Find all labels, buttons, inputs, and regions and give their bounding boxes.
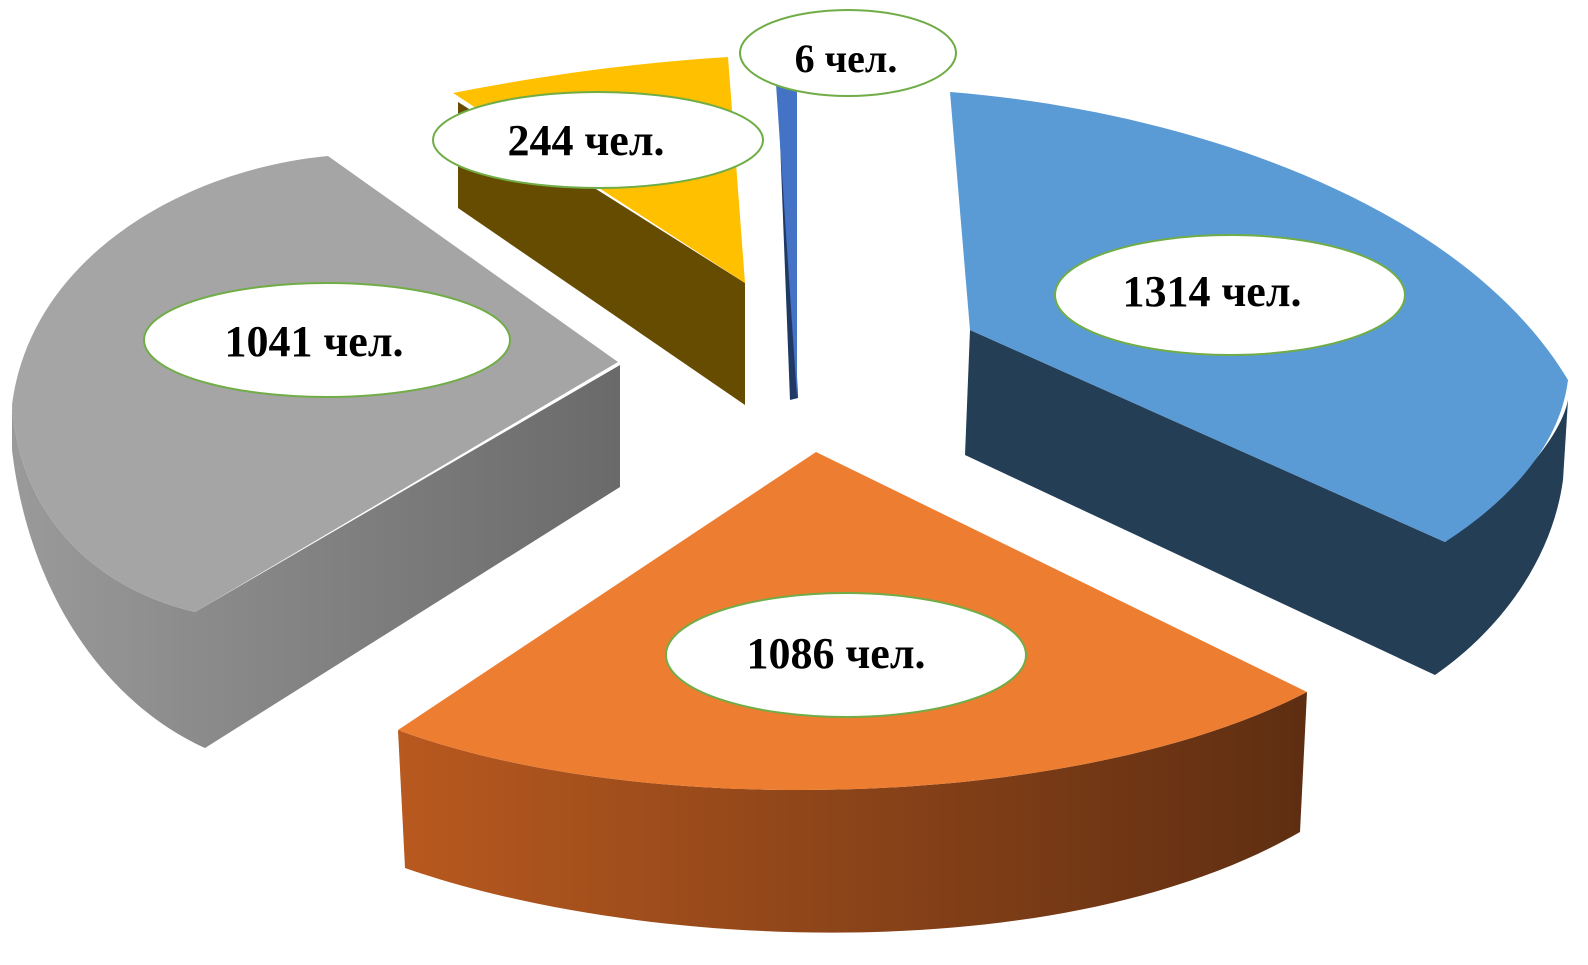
- data-label-bubble: [665, 592, 1027, 718]
- data-label-text: 244 чел.: [507, 116, 664, 165]
- pie-slice-6: [776, 84, 798, 400]
- pie-slice-side-1314: [965, 330, 1568, 675]
- data-label-text: 6 чел.: [795, 36, 898, 81]
- data-label-244: 244 чел.: [432, 91, 764, 189]
- data-label-bubble: [143, 282, 511, 398]
- pie-slices: [12, 57, 1568, 933]
- data-label-6: 6 чел.: [739, 9, 957, 97]
- pie-slice-top-6: [776, 84, 797, 398]
- pie-labels: 1314 чел. 1086 чел. 1041 чел. 244 чел. 6 чел…: [143, 9, 1406, 718]
- data-label-bubble: [739, 9, 957, 97]
- data-label-text: 1086 чел.: [746, 629, 925, 678]
- pie-slice-side-1041: [12, 365, 620, 748]
- pie-slice-side-1086: [398, 692, 1307, 933]
- data-label-bubble: [1054, 234, 1406, 356]
- data-label-1041: 1041 чел.: [143, 282, 511, 398]
- data-label-text: 1041 чел.: [224, 317, 403, 366]
- data-label-1086: 1086 чел.: [665, 592, 1027, 718]
- data-label-1314: 1314 чел.: [1054, 234, 1406, 356]
- data-label-text: 1314 чел.: [1122, 267, 1301, 316]
- data-label-bubble: [432, 91, 764, 189]
